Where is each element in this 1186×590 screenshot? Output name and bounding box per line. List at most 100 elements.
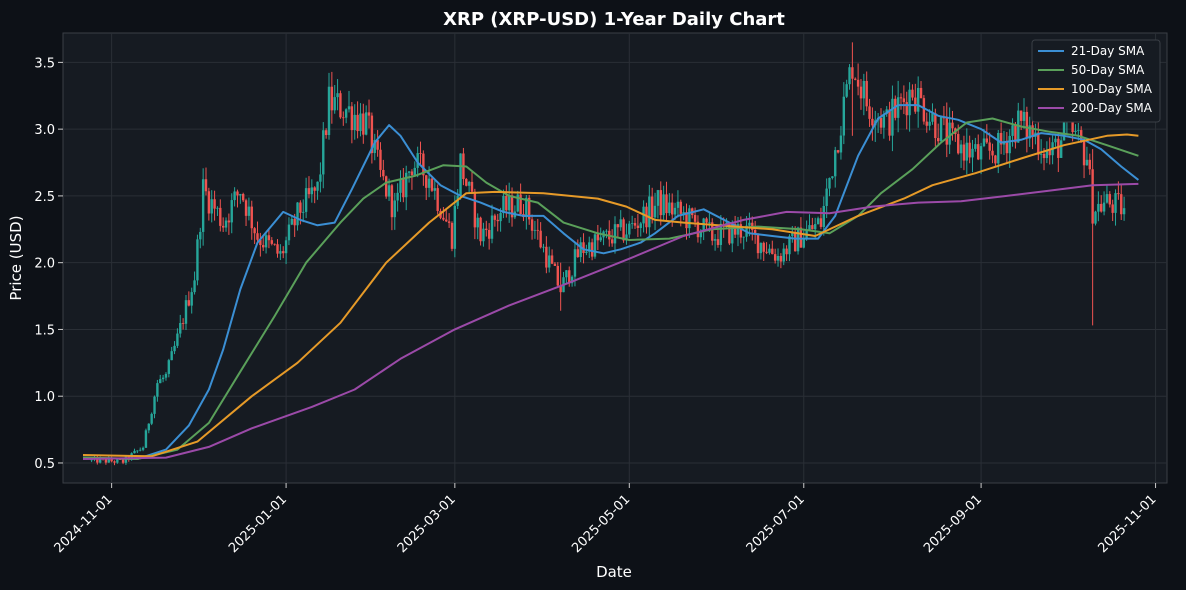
candle-body bbox=[656, 190, 660, 206]
plot-area bbox=[62, 32, 1168, 484]
candle-body bbox=[233, 191, 236, 201]
y-axis-label: Price (USD) bbox=[7, 215, 25, 300]
candle-body bbox=[548, 255, 551, 268]
candle-body bbox=[427, 178, 431, 188]
candle-body bbox=[679, 201, 682, 214]
candle-body bbox=[1019, 110, 1023, 121]
candle-body bbox=[359, 113, 362, 132]
candle-body bbox=[273, 243, 276, 245]
candle-body bbox=[1028, 125, 1031, 139]
candle-body bbox=[991, 150, 994, 156]
x-axis-label: Date bbox=[596, 563, 632, 581]
candle-body bbox=[433, 188, 437, 191]
candle-body bbox=[931, 113, 934, 122]
candle-body bbox=[768, 248, 771, 253]
candle-body bbox=[333, 97, 336, 111]
candle-body bbox=[362, 113, 365, 135]
candle-body bbox=[350, 106, 354, 131]
candle-body bbox=[776, 255, 780, 261]
candle-body bbox=[256, 233, 259, 240]
candle-body bbox=[330, 86, 334, 111]
candle-body bbox=[879, 117, 883, 128]
candle-body bbox=[164, 373, 168, 378]
candle-body bbox=[771, 248, 774, 255]
candle-body bbox=[673, 207, 677, 215]
candle-body bbox=[179, 323, 182, 334]
candle-body bbox=[430, 178, 434, 191]
candle-body bbox=[410, 171, 414, 176]
candle-body bbox=[793, 232, 797, 252]
candle-body bbox=[568, 270, 571, 284]
candle-body bbox=[822, 205, 825, 227]
candle-body bbox=[313, 187, 316, 191]
candle-body bbox=[585, 251, 588, 254]
legend-label: 21-Day SMA bbox=[1071, 44, 1145, 58]
candle-body bbox=[527, 197, 531, 220]
candle-body bbox=[693, 215, 697, 222]
candle-body bbox=[994, 155, 997, 164]
candle-body bbox=[705, 218, 708, 223]
candle-body bbox=[239, 193, 242, 196]
candle-body bbox=[219, 207, 222, 226]
candle-body bbox=[628, 223, 631, 235]
candle-body bbox=[665, 194, 668, 214]
candle-body bbox=[336, 93, 339, 98]
candle-body bbox=[376, 140, 379, 150]
sma-line bbox=[82, 133, 1139, 458]
candle-body bbox=[862, 80, 866, 99]
candle-body bbox=[390, 185, 394, 218]
candle-body bbox=[748, 222, 751, 226]
candle-body bbox=[836, 150, 840, 153]
candle-body bbox=[241, 193, 245, 201]
candle-body bbox=[896, 97, 900, 118]
candle-body bbox=[356, 114, 359, 132]
candle-body bbox=[785, 248, 788, 255]
candle-body bbox=[459, 153, 462, 196]
candle-body bbox=[1100, 203, 1103, 212]
candle-body bbox=[296, 202, 299, 226]
candle-body bbox=[247, 206, 251, 216]
candle-body bbox=[616, 224, 620, 228]
candle-body bbox=[1082, 141, 1086, 166]
candle-body bbox=[279, 251, 282, 254]
y-tick-label: 1.0 bbox=[34, 390, 55, 405]
candle-body bbox=[150, 413, 153, 424]
candle-body bbox=[353, 114, 356, 131]
candle-body bbox=[259, 239, 262, 246]
candle-body bbox=[891, 98, 894, 136]
candle-body bbox=[502, 195, 505, 214]
candle-body bbox=[479, 217, 482, 242]
legend-label: 100-Day SMA bbox=[1071, 82, 1153, 96]
candle-body bbox=[1120, 194, 1123, 215]
candle-body bbox=[322, 130, 325, 175]
candle-body bbox=[96, 457, 99, 463]
candle-body bbox=[559, 285, 562, 293]
sma-line bbox=[82, 104, 1140, 460]
candle-body bbox=[379, 149, 382, 170]
candle-body bbox=[327, 86, 331, 136]
candle-body bbox=[1054, 138, 1057, 143]
candle-body bbox=[650, 196, 654, 218]
candle-body bbox=[299, 202, 302, 213]
candle-body bbox=[962, 144, 966, 161]
candle-body bbox=[819, 218, 823, 227]
candle-body bbox=[834, 150, 837, 177]
candle-body bbox=[339, 93, 342, 118]
candle-body bbox=[384, 176, 388, 197]
candle-body bbox=[473, 191, 477, 228]
candle-body bbox=[193, 280, 196, 293]
candle-body bbox=[619, 219, 622, 228]
candle-body bbox=[1114, 193, 1117, 213]
candle-body bbox=[307, 188, 311, 195]
candle-body bbox=[536, 229, 539, 231]
candle-body bbox=[957, 134, 960, 154]
candle-body bbox=[773, 254, 777, 261]
candle-body bbox=[902, 98, 906, 103]
candle-body bbox=[808, 225, 811, 230]
candle-body bbox=[828, 177, 831, 189]
candle-body bbox=[190, 292, 193, 306]
candle-body bbox=[116, 459, 119, 463]
candle-body bbox=[393, 200, 396, 218]
candle-body bbox=[416, 153, 419, 168]
